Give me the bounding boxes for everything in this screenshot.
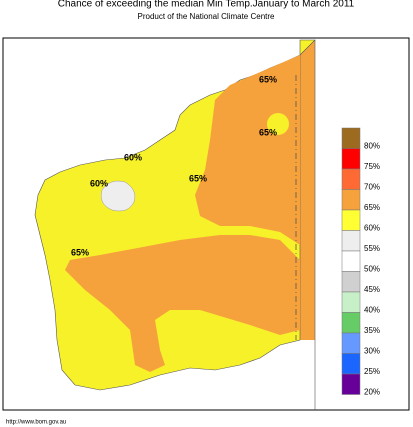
- legend-swatch: [341, 271, 361, 293]
- legend-swatch: [341, 209, 361, 231]
- legend-swatch: [341, 168, 361, 190]
- legend-swatch: [341, 148, 361, 170]
- legend-swatch: [341, 373, 361, 395]
- region-orange-north: [195, 55, 300, 245]
- title: Chance of exceeding the median Min Temp.…: [58, 0, 355, 10]
- legend-swatch: [341, 332, 361, 354]
- legend-label: 65%: [364, 203, 380, 212]
- legend-swatch: [341, 291, 361, 313]
- legend-swatch: [341, 353, 361, 375]
- legend-label: 45%: [364, 285, 380, 294]
- legend-swatch: [341, 230, 361, 252]
- east-strip: [300, 40, 315, 340]
- map-label: 65%: [259, 127, 277, 137]
- legend: 80% 75% 70% 65% 60% 55% 50% 45% 40% 35% 30% 25% 20%: [341, 127, 380, 397]
- legend-swatch: [341, 250, 361, 272]
- map-label: 60%: [124, 152, 142, 162]
- legend-label: 55%: [364, 244, 380, 253]
- map-label: 60%: [90, 178, 108, 188]
- legend-label: 75%: [364, 162, 380, 171]
- legend-swatch: [341, 127, 361, 149]
- map-label: 65%: [189, 173, 207, 183]
- legend-swatch: [341, 189, 361, 211]
- region-yellow-spot: [267, 113, 289, 135]
- source: http://www.bom.gov.au: [6, 420, 66, 426]
- legend-label: 25%: [364, 367, 380, 376]
- legend-label: 20%: [364, 388, 380, 397]
- legend-label: 50%: [364, 265, 380, 274]
- legend-label: 30%: [364, 347, 380, 356]
- subtitle: Product of the National Climate Centre: [138, 12, 276, 21]
- region-grey: [100, 180, 136, 212]
- map-label: 65%: [259, 74, 277, 84]
- legend-swatch: [341, 312, 361, 334]
- legend-label: 60%: [364, 224, 380, 233]
- map-label: 65%: [71, 247, 89, 257]
- legend-label: 40%: [364, 306, 380, 315]
- legend-label: 35%: [364, 326, 380, 335]
- legend-label: 80%: [364, 142, 380, 151]
- legend-label: 70%: [364, 183, 380, 192]
- region-orange-south: [65, 235, 300, 372]
